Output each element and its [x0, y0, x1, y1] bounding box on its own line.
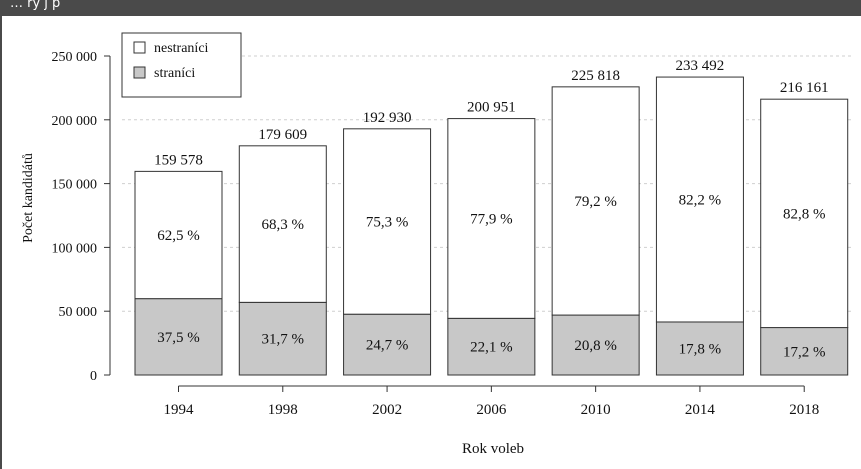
- percent-label-nestranici: 75,3 %: [366, 215, 409, 231]
- total-label: 200 951: [467, 100, 516, 116]
- legend-label-nestranici: nestraníci: [154, 41, 209, 56]
- bar-nestranici: [760, 98, 849, 329]
- header-text: … ry j p: [10, 0, 61, 11]
- y-tick-label: 100 000: [52, 241, 98, 256]
- total-label: 225 818: [571, 68, 620, 84]
- total-label: 159 578: [154, 152, 203, 168]
- y-tick-label: 150 000: [52, 178, 98, 193]
- percent-label-stranici: 24,7 %: [366, 338, 409, 354]
- bar-nestranici: [134, 170, 223, 300]
- x-axis-title: Rok voleb: [462, 441, 524, 457]
- percent-label-stranici: 37,5 %: [157, 330, 200, 346]
- y-tick-label: 250 000: [52, 50, 98, 65]
- y-axis-title: Počet kandidátů: [21, 153, 36, 243]
- y-tick-label: 50 000: [59, 305, 98, 320]
- header-bar: … ry j p: [0, 0, 861, 16]
- bar-stranici: [134, 298, 223, 376]
- x-tick-label: 2002: [372, 402, 402, 418]
- bar-nestranici: [655, 76, 744, 323]
- percent-label-nestranici: 68,3 %: [262, 217, 305, 233]
- data-labels: 37,5 % 62,5 % 159 578 31,7 % 68,3 % 179 609 24…: [154, 58, 828, 360]
- percent-label-nestranici: 82,2 %: [679, 193, 722, 209]
- y-tick-label: 200 000: [52, 114, 98, 129]
- left-border: [0, 16, 2, 469]
- x-tick-label: 1994: [164, 402, 195, 418]
- percent-label-nestranici: 77,9 %: [470, 211, 513, 227]
- percent-label-stranici: 22,1 %: [470, 340, 513, 356]
- percent-label-stranici: 20,8 %: [574, 338, 617, 354]
- bar-nestranici: [551, 86, 640, 316]
- total-label: 233 492: [676, 58, 725, 74]
- bar-nestranici: [447, 118, 536, 319]
- bar-stranici: [238, 301, 327, 376]
- bar-nestranici: [343, 128, 432, 315]
- legend-swatch-nestranici: [133, 41, 146, 54]
- total-label: 192 930: [363, 110, 412, 126]
- percent-label-stranici: 17,8 %: [679, 341, 722, 357]
- bar-stranici: [447, 317, 536, 376]
- percent-label-nestranici: 79,2 %: [574, 194, 617, 210]
- percent-label-nestranici: 62,5 %: [157, 228, 200, 244]
- x-tick-label: 2006: [476, 402, 507, 418]
- percent-label-stranici: 17,2 %: [783, 344, 826, 360]
- bar-stranici: [760, 327, 849, 376]
- bar-nestranici: [238, 145, 327, 303]
- x-tick-label: 2018: [789, 402, 819, 418]
- total-label: 179 609: [258, 127, 307, 143]
- x-tick-label: 2010: [581, 402, 611, 418]
- bar-stranici: [343, 313, 432, 376]
- axes: 0 50 000 100 000 150 000 200 000 250 000 1994 1…: [52, 50, 820, 418]
- x-tick-label: 1998: [268, 402, 298, 418]
- bars: [134, 76, 849, 376]
- y-tick-label: 0: [90, 369, 97, 384]
- legend: nestraníci straníci: [121, 32, 242, 98]
- total-label: 216 161: [780, 80, 829, 96]
- bar-stranici: [655, 321, 744, 376]
- bar-stranici: [551, 314, 640, 376]
- legend-swatch-stranici: [133, 66, 146, 79]
- percent-label-stranici: 31,7 %: [262, 332, 305, 348]
- legend-label-stranici: straníci: [154, 66, 195, 81]
- percent-label-nestranici: 82,8 %: [783, 206, 826, 222]
- x-tick-label: 2014: [685, 402, 716, 418]
